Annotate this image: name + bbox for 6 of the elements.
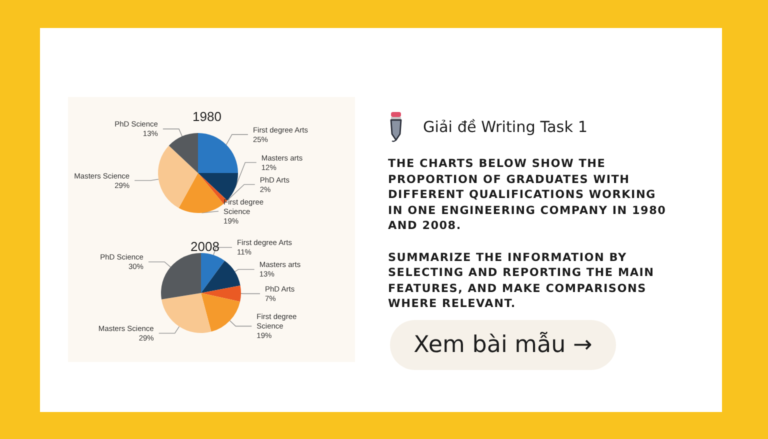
text: Giải đề Writing Task 1 [423,118,588,136]
text: THE CHARTS BELOW SHOW THE PROPORTION OF GRADUATES WITH DIFFERENT QUALIFICATIONS WORKING IN ONE ENGINEERING COMPANY IN 1980 AND 2008. [388,156,668,234]
chart-title: 1980 [192,109,222,124]
button: Xem bài mẫu → [390,320,616,370]
text: SUMMARIZE THE INFORMATION BY SELECTING AND REPORTING THE MAIN FEATURES, AND MAKE COMPARISONS WHERE RELEVANT. [388,250,656,312]
chart-title: 2008 [190,239,220,254]
